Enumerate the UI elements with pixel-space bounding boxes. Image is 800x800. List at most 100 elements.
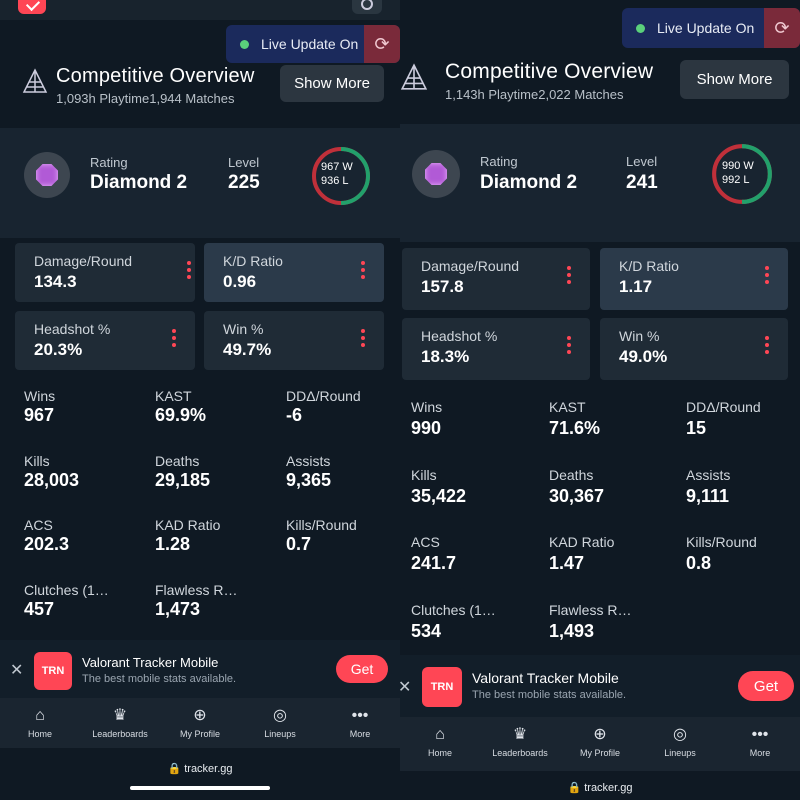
matches: 2,022 Matches	[538, 87, 624, 102]
close-icon[interactable]: ✕	[10, 662, 24, 679]
stat-box-win-pct[interactable]: Win % 49.0%	[600, 318, 788, 380]
home-icon: ⌂	[35, 707, 45, 724]
stat-label: Flawless R…	[155, 582, 238, 598]
close-icon[interactable]: ✕	[400, 679, 412, 696]
stat-label: Wins	[411, 399, 443, 415]
win-loss-ring	[712, 144, 772, 204]
live-update-toggle[interactable]: Live Update On ⟳	[622, 8, 800, 48]
level-label: Level	[228, 155, 260, 170]
level-value: 241	[626, 172, 658, 193]
rank-card	[400, 124, 800, 242]
stat-label: Wins	[24, 388, 56, 404]
nav-more[interactable]: ••• More	[749, 726, 771, 758]
bottom-nav: ⌂ Home ♛ Leaderboards ⊕ My Profile ◎ Lineups…	[400, 717, 800, 771]
nav-my-profile[interactable]: ⊕ My Profile	[179, 707, 220, 739]
stat-value: 0.8	[686, 553, 712, 573]
more-vertical-icon[interactable]	[567, 336, 571, 357]
more-vertical-icon[interactable]	[172, 329, 176, 350]
stat-value: 241.7	[411, 553, 457, 573]
rank-badge-icon	[24, 152, 70, 198]
stat-label: ACS	[24, 517, 53, 533]
stat-value: 15	[686, 418, 707, 438]
stat-label: Kills	[411, 467, 437, 483]
nav-home[interactable]: ⌂ Home	[427, 726, 452, 758]
nav-lineups[interactable]: ◎ Lineups	[664, 726, 696, 758]
url-bar[interactable]: 🔒 tracker.gg	[0, 748, 400, 800]
playtime: 1,093h Playtime	[56, 91, 150, 106]
live-update-label: Live Update On	[261, 36, 359, 52]
stat-value: 1.47	[549, 553, 585, 573]
stat-box-win-pct[interactable]: Win % 49.7%	[204, 311, 384, 370]
stat-label: Clutches (1…	[411, 602, 496, 618]
banner-subtitle: The best mobile stats available.	[472, 689, 627, 701]
stat-value: -6	[286, 405, 303, 425]
stat-box-damage-round[interactable]: Damage/Round 134.3	[15, 243, 195, 302]
stat-box-headshot[interactable]: Headshot % 20.3%	[15, 311, 195, 370]
stat-value: 990	[411, 418, 442, 438]
wins-count: 990 W	[722, 160, 754, 172]
stat-label: Deaths	[155, 453, 200, 469]
stat-box-headshot[interactable]: Headshot % 18.3%	[402, 318, 590, 380]
stat-box-kd-ratio[interactable]: K/D Ratio 1.17	[600, 248, 788, 310]
overview-title: Competitive Overview	[56, 65, 255, 87]
search-icon[interactable]	[352, 0, 382, 14]
stat-label: KAST	[155, 388, 192, 404]
stat-label: Assists	[286, 453, 331, 469]
get-app-button[interactable]: Get	[738, 671, 794, 701]
rating-label: Rating	[480, 154, 518, 169]
stat-value: 1.28	[155, 534, 191, 554]
overview-icon	[22, 68, 48, 93]
leaderboard-icon: ♛	[112, 707, 128, 724]
nav-lineups[interactable]: ◎ Lineups	[264, 707, 296, 739]
tracker-logo-button[interactable]	[18, 0, 46, 14]
more-vertical-icon[interactable]	[187, 261, 191, 282]
stat-label: DDΔ/Round	[686, 399, 761, 415]
url-bar[interactable]: 🔒 tracker.gg	[400, 771, 800, 800]
stat-value: 69.9%	[155, 405, 207, 425]
stat-label: Assists	[686, 467, 731, 483]
stat-box-kd-ratio[interactable]: K/D Ratio 0.96	[204, 243, 384, 302]
trn-logo: TRN	[34, 652, 72, 690]
stat-value: 28,003	[24, 470, 80, 490]
overview-icon	[400, 63, 428, 90]
losses-count: 992 L	[722, 174, 750, 186]
url-text: tracker.gg	[184, 763, 233, 775]
live-update-toggle[interactable]: Live Update On ⟳	[226, 25, 400, 63]
show-more-button[interactable]: Show More	[680, 60, 789, 99]
level-label: Level	[626, 154, 658, 169]
live-status-dot	[240, 39, 249, 49]
show-more-button[interactable]: Show More	[280, 65, 384, 102]
more-vertical-icon[interactable]	[765, 266, 769, 287]
more-vertical-icon[interactable]	[361, 329, 365, 350]
stat-label: Kills/Round	[286, 517, 357, 533]
app-promo-banner: ✕ TRN Valorant Tracker Mobile The best m…	[400, 655, 800, 717]
nav-leaderboards[interactable]: ♛ Leaderboards	[92, 707, 148, 739]
rating-value: Diamond 2	[480, 172, 578, 193]
plus-circle-icon: ⊕	[193, 707, 207, 724]
refresh-icon[interactable]: ⟳	[364, 25, 400, 63]
banner-title: Valorant Tracker Mobile	[82, 655, 219, 670]
stat-box-damage-round[interactable]: Damage/Round 157.8	[402, 248, 590, 310]
stat-value: 202.3	[24, 534, 70, 554]
overview-subtitle: 1,143h Playtime2,022 Matches	[445, 87, 624, 102]
more-vertical-icon[interactable]	[765, 336, 769, 357]
nav-my-profile[interactable]: ⊕ My Profile	[579, 726, 620, 758]
nav-leaderboards[interactable]: ♛ Leaderboards	[492, 726, 548, 758]
rating-label: Rating	[90, 155, 128, 170]
bottom-nav: ⌂ Home ♛ Leaderboards ⊕ My Profile ◎ Lineups…	[0, 698, 400, 748]
more-vertical-icon[interactable]	[361, 261, 365, 282]
more-vertical-icon[interactable]	[567, 266, 571, 287]
stat-label: Kills	[24, 453, 50, 469]
live-status-dot	[636, 23, 645, 33]
home-indicator[interactable]	[130, 786, 270, 790]
get-app-button[interactable]: Get	[336, 655, 388, 683]
stat-label: KAD Ratio	[549, 534, 615, 550]
app-promo-banner: ✕ TRN Valorant Tracker Mobile The best m…	[0, 640, 400, 698]
nav-home[interactable]: ⌂ Home	[27, 707, 52, 739]
refresh-icon[interactable]: ⟳	[764, 8, 800, 48]
nav-more[interactable]: ••• More	[349, 707, 371, 739]
overview-subtitle: 1,093h Playtime1,944 Matches	[56, 91, 235, 106]
stat-label: KAD Ratio	[155, 517, 221, 533]
stat-label: Deaths	[549, 467, 594, 483]
stat-label: Kills/Round	[686, 534, 757, 550]
